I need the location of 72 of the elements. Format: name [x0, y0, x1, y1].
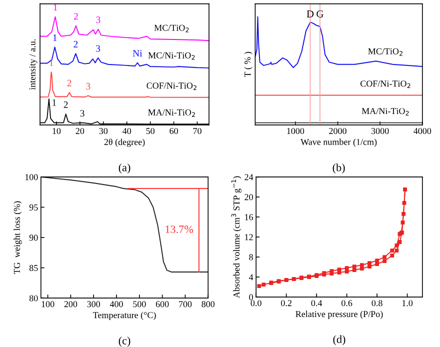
y-tick-label: 24: [244, 174, 254, 180]
annotation: 1: [54, 4, 58, 11]
annotation: 3: [80, 110, 84, 117]
x-tick-label: 200: [64, 301, 78, 308]
x-tick-label: 500: [133, 301, 146, 308]
text: (b): [332, 163, 345, 174]
y-tick-label: 8: [249, 254, 253, 260]
y-tick-label: 80: [29, 295, 38, 302]
x-tick-label: 300: [87, 301, 100, 308]
x-axis-title: Temperature (°C): [92, 312, 156, 320]
x-tick-label: 50: [146, 128, 155, 134]
text: (a): [118, 163, 130, 174]
annotation: 2: [74, 40, 78, 48]
x-tick-label: 1.0: [402, 300, 413, 306]
annotation: Ni: [132, 50, 142, 57]
y-tick-label: 95: [29, 204, 38, 210]
y-tick-label: 4: [248, 274, 254, 280]
y-tick-label: 100: [25, 174, 38, 180]
annotation: 2: [67, 80, 72, 86]
x-tick-label: 0.8: [372, 300, 382, 306]
annotation: 1: [53, 34, 57, 41]
series-label: MC/Ni-TiO$_{2}$: [148, 52, 195, 60]
annotation: 3: [96, 45, 100, 52]
x-tick-label: 400: [110, 301, 123, 308]
x-tick-label: 10: [52, 128, 61, 134]
x-tick-label: 30: [99, 128, 108, 134]
annotation: 2: [64, 101, 68, 108]
text: (d): [333, 335, 346, 346]
y-tick-label: 90: [29, 234, 38, 241]
x-tick-label: 60: [170, 128, 178, 134]
text: (c): [118, 336, 130, 347]
ref-line-label: G: [316, 10, 324, 18]
series-label: COF/Ni-TiO$_{2}$: [146, 82, 196, 90]
y-axis-title: Absorbed volume (cm$^{3}$ STP g$^{−1}$): [231, 176, 242, 298]
y-axis-title: TG weight loss (%): [14, 201, 22, 274]
x-tick-label: 40: [122, 128, 132, 134]
annotation: 3: [86, 83, 90, 90]
y-tick-label: 85: [29, 264, 38, 272]
y-tick-label: 20: [244, 194, 253, 200]
x-tick-label: 800: [202, 301, 215, 308]
series-label: COF/Ni-TiO$_{2}$: [360, 80, 410, 88]
x-tick-label: 2000: [329, 128, 346, 134]
series-label: MA/Ni-TiO$_{2}$: [362, 108, 409, 116]
x-tick-label: 1000: [287, 128, 304, 134]
series-label: MA/Ni-TiO$_{2}$: [148, 109, 195, 117]
x-tick-label: 3000: [371, 128, 389, 134]
y-axis-title: T ( % ): [244, 52, 252, 78]
series-label: MC/TiO$_{2}$: [154, 24, 189, 32]
y-tick-label: 16: [245, 214, 254, 220]
x-tick-label: 20: [76, 128, 84, 134]
x-axis-title: Wave number (1/cm): [300, 138, 377, 147]
annotation: 3: [96, 16, 100, 24]
annotation: 1: [52, 99, 56, 106]
x-tick-label: 0.2: [281, 300, 292, 306]
series-label: MC/TiO$_{2}$: [368, 48, 402, 56]
y-tick-label: 12: [245, 234, 253, 240]
y-axis-title: intensity / a.u.: [29, 39, 38, 90]
x-tick-label: 70: [193, 128, 202, 134]
x-tick-label: 4000: [414, 128, 432, 134]
x-axis-title: 2θ (degree): [104, 138, 145, 147]
annotation: 2: [74, 13, 78, 20]
x-tick-label: 100: [42, 301, 54, 308]
x-tick-label: 0.6: [342, 300, 352, 306]
x-tick-label: 700: [179, 301, 192, 308]
x-axis-title: Relative pressure (P/Po): [296, 310, 383, 319]
x-tick-label: 600: [156, 301, 169, 308]
ref-line-label: D: [306, 10, 314, 18]
y-tick-label: 0: [249, 294, 253, 300]
annotation: 13.7%: [166, 226, 194, 234]
x-tick-label: 0.0: [250, 300, 262, 306]
annotation: 1: [50, 59, 54, 66]
x-tick-label: 0.4: [311, 300, 322, 306]
